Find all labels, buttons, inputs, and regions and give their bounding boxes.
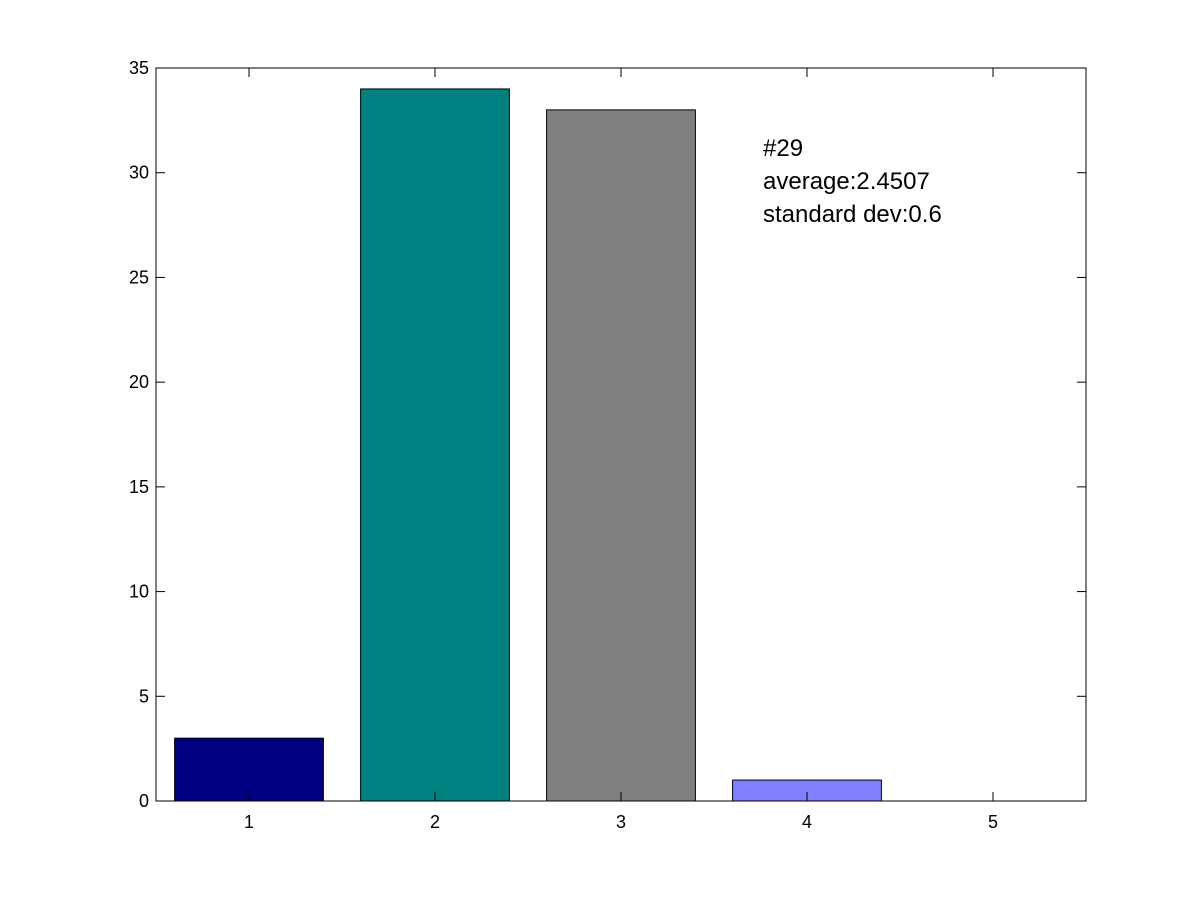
- y-tick-label-10: 10: [129, 582, 149, 602]
- bar-2: [360, 88, 510, 802]
- tick-labels-layer: 0 5 10 15 20 25 30 35 1 2 3 4 5: [129, 58, 998, 832]
- y-tick-label-5: 5: [139, 686, 149, 706]
- bars-layer: [174, 88, 882, 802]
- plot-frame: [155, 67, 1087, 802]
- y-tick-label-35: 35: [129, 58, 149, 78]
- annotation-line-3: standard dev:0.6: [763, 201, 942, 228]
- x-tick-label-2: 2: [430, 812, 440, 832]
- y-tick-label-25: 25: [129, 267, 149, 287]
- annotation-line-1: #29: [763, 135, 803, 162]
- annotation-line-2: average:2.4507: [763, 168, 930, 195]
- x-tick-label-3: 3: [616, 812, 626, 832]
- y-tick-label-20: 20: [129, 372, 149, 392]
- bar-3: [546, 109, 696, 802]
- bar-1: [174, 737, 324, 802]
- ticks-layer: [156, 67, 1086, 802]
- y-tick-label-30: 30: [129, 163, 149, 183]
- y-tick-label-15: 15: [129, 477, 149, 497]
- annotation: #29 average:2.4507 standard dev:0.6: [763, 135, 942, 228]
- y-tick-label-0: 0: [139, 791, 149, 811]
- x-tick-label-4: 4: [802, 812, 812, 832]
- x-tick-label-5: 5: [988, 812, 998, 832]
- x-tick-label-1: 1: [244, 812, 254, 832]
